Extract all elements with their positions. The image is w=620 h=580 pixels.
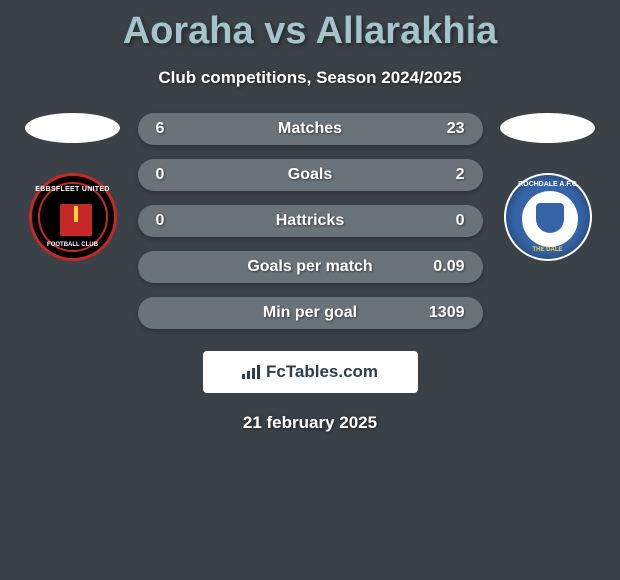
stat-label: Goals (288, 166, 332, 184)
right-badge-shield-icon (536, 203, 564, 233)
stat-right-value: 23 (425, 120, 465, 138)
right-column: ROCHDALE A.F.C THE DALE (498, 113, 598, 261)
left-badge-shield-icon (60, 204, 92, 236)
left-column: EBBSFLEET UNITED FOOTBALL CLUB (23, 113, 123, 261)
main-row: EBBSFLEET UNITED FOOTBALL CLUB 6 Matches… (0, 113, 620, 329)
brand-box: FcTables.com (203, 351, 418, 393)
stat-right-value: 2 (425, 166, 465, 184)
player-placeholder-left (25, 113, 120, 143)
left-badge-text-top: EBBSFLEET UNITED (32, 186, 114, 193)
stat-left-value: 0 (156, 212, 196, 230)
comparison-card: Aoraha vs Allarakhia Club competitions, … (0, 0, 620, 433)
stat-left-value: 6 (156, 120, 196, 138)
stat-right-value: 1309 (424, 304, 464, 322)
stat-left-value: 0 (156, 166, 196, 184)
stat-right-value: 0.09 (425, 258, 465, 276)
stat-label: Hattricks (276, 212, 344, 230)
right-badge-text-bottom: THE DALE (506, 247, 590, 253)
left-badge-text-bottom: FOOTBALL CLUB (32, 242, 114, 248)
subtitle: Club competitions, Season 2024/2025 (0, 68, 620, 88)
stat-label: Matches (278, 120, 342, 138)
stat-row-goals: 0 Goals 2 (138, 159, 483, 191)
stat-row-matches: 6 Matches 23 (138, 113, 483, 145)
brand-label: FcTables.com (266, 362, 378, 382)
player-placeholder-right (500, 113, 595, 143)
page-title: Aoraha vs Allarakhia (0, 10, 620, 53)
stats-column: 6 Matches 23 0 Goals 2 0 Hattricks 0 Goa… (138, 113, 483, 329)
stat-right-value: 0 (424, 212, 464, 230)
stat-label: Min per goal (263, 304, 357, 322)
left-club-badge: EBBSFLEET UNITED FOOTBALL CLUB (29, 173, 117, 261)
stat-row-goals-per-match: Goals per match 0.09 (138, 251, 483, 283)
right-club-badge: ROCHDALE A.F.C THE DALE (504, 173, 592, 261)
bar-chart-icon (242, 365, 260, 379)
stat-label: Goals per match (247, 258, 372, 276)
right-badge-text-top: ROCHDALE A.F.C (506, 181, 590, 188)
date-label: 21 february 2025 (0, 413, 620, 433)
stat-row-hattricks: 0 Hattricks 0 (138, 205, 483, 237)
stat-row-min-per-goal: Min per goal 1309 (138, 297, 483, 329)
